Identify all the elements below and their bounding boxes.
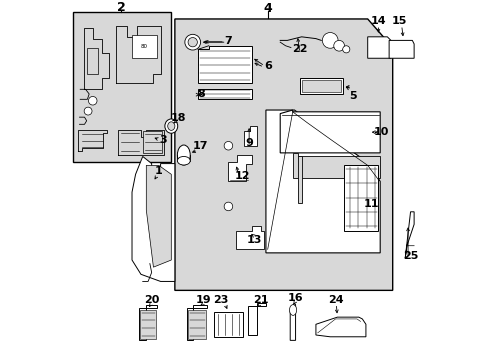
- Text: 23: 23: [213, 295, 228, 305]
- Polygon shape: [299, 78, 342, 94]
- FancyBboxPatch shape: [86, 48, 98, 74]
- Text: 19: 19: [195, 295, 211, 305]
- FancyBboxPatch shape: [188, 310, 205, 338]
- Ellipse shape: [289, 305, 296, 315]
- Text: 24: 24: [328, 295, 344, 305]
- Text: 5: 5: [348, 91, 356, 102]
- Ellipse shape: [184, 34, 200, 50]
- Text: 17: 17: [192, 141, 208, 152]
- Polygon shape: [235, 226, 264, 249]
- Ellipse shape: [177, 145, 190, 165]
- Ellipse shape: [177, 157, 190, 165]
- Text: 2: 2: [117, 1, 125, 14]
- Polygon shape: [388, 40, 413, 58]
- Ellipse shape: [167, 122, 175, 130]
- Polygon shape: [405, 212, 413, 258]
- FancyBboxPatch shape: [140, 310, 156, 338]
- Ellipse shape: [333, 40, 344, 51]
- Polygon shape: [132, 157, 175, 282]
- Text: 9: 9: [244, 138, 253, 148]
- Polygon shape: [289, 303, 295, 340]
- Ellipse shape: [84, 107, 92, 115]
- Text: 6: 6: [264, 61, 272, 71]
- Text: 21: 21: [252, 295, 268, 305]
- Ellipse shape: [224, 141, 232, 150]
- Text: 80: 80: [141, 44, 148, 49]
- Ellipse shape: [88, 96, 97, 105]
- Polygon shape: [315, 317, 365, 337]
- Ellipse shape: [342, 46, 349, 53]
- Text: 13: 13: [246, 235, 261, 245]
- Text: 15: 15: [391, 17, 407, 27]
- FancyBboxPatch shape: [142, 131, 162, 153]
- Ellipse shape: [188, 37, 197, 47]
- Polygon shape: [73, 12, 171, 162]
- FancyBboxPatch shape: [132, 35, 157, 58]
- Polygon shape: [175, 19, 392, 291]
- Ellipse shape: [322, 32, 337, 48]
- Polygon shape: [280, 110, 380, 153]
- Text: 12: 12: [234, 171, 250, 181]
- Text: 14: 14: [370, 17, 386, 27]
- Text: 16: 16: [287, 293, 303, 302]
- Polygon shape: [265, 110, 380, 253]
- Text: 20: 20: [143, 295, 159, 305]
- Polygon shape: [139, 305, 157, 340]
- Text: 3: 3: [159, 135, 166, 145]
- Polygon shape: [228, 155, 251, 181]
- Polygon shape: [344, 165, 378, 231]
- Text: 18: 18: [170, 113, 186, 123]
- Text: 11: 11: [363, 199, 378, 209]
- Polygon shape: [198, 89, 251, 99]
- Polygon shape: [298, 157, 301, 203]
- Ellipse shape: [164, 119, 177, 133]
- Text: 8: 8: [197, 89, 204, 99]
- Ellipse shape: [224, 202, 232, 211]
- Text: 4: 4: [263, 2, 271, 15]
- Text: 1: 1: [154, 166, 162, 176]
- Text: 10: 10: [372, 127, 388, 137]
- Text: 25: 25: [402, 251, 417, 261]
- Text: 22: 22: [291, 44, 307, 54]
- Polygon shape: [198, 46, 251, 83]
- Polygon shape: [292, 153, 380, 178]
- Text: 7: 7: [224, 36, 232, 46]
- Polygon shape: [367, 37, 390, 58]
- Polygon shape: [187, 305, 206, 340]
- Polygon shape: [214, 312, 242, 337]
- Polygon shape: [244, 126, 257, 146]
- Polygon shape: [247, 303, 265, 335]
- FancyBboxPatch shape: [301, 80, 340, 92]
- Polygon shape: [146, 165, 171, 267]
